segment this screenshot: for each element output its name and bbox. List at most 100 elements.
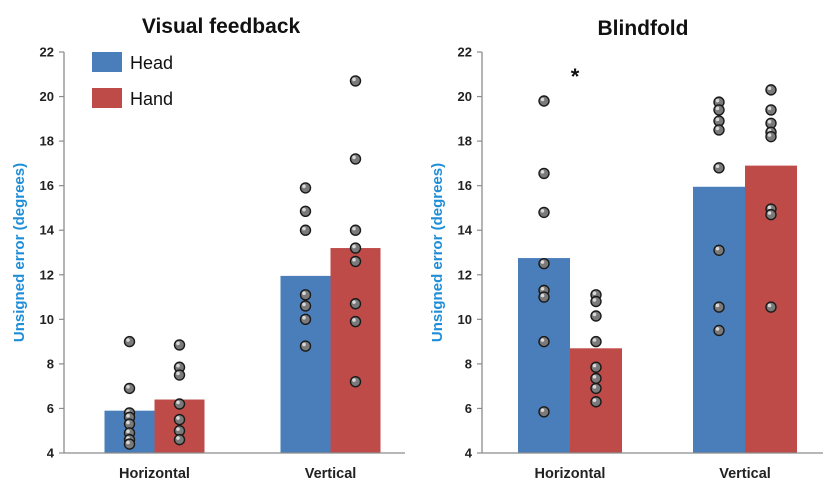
y-tick-label: 18 — [458, 134, 472, 149]
data-point-highlight — [352, 226, 356, 231]
data-point-highlight — [352, 318, 356, 322]
x-tick-label: Horizontal — [119, 466, 190, 482]
data-point-highlight — [767, 211, 772, 215]
data-point-hand-vertical — [349, 153, 362, 165]
data-point-hand-horizontal — [173, 398, 186, 410]
data-point-head-vertical — [713, 324, 725, 337]
data-point-hand-horizontal — [590, 361, 602, 373]
data-point-hand-vertical — [765, 104, 777, 116]
data-point-highlight — [592, 384, 597, 389]
chart-panel-2: Blindfold Unsigned error (degrees) 4 6 8 10 12… — [429, 17, 823, 482]
data-point-hand-vertical — [349, 242, 362, 254]
data-point-head-horizontal — [538, 406, 550, 418]
y-tick-label: 8 — [465, 356, 472, 371]
data-point-highlight — [592, 374, 597, 379]
data-point-head-vertical — [299, 340, 312, 352]
data-point-hand-horizontal — [173, 413, 186, 426]
data-point-hand-vertical — [765, 208, 777, 221]
x-tick-label: Vertical — [719, 466, 771, 482]
data-point-hand-vertical — [349, 224, 362, 236]
y-tick-label: 8 — [47, 356, 54, 371]
data-point-highlight — [176, 427, 180, 431]
data-point-highlight — [126, 440, 130, 445]
data-point-head-vertical — [299, 205, 312, 217]
legend-swatch-head — [92, 52, 122, 72]
y-tick-label: 14 — [458, 223, 473, 238]
data-point-head-horizontal — [538, 335, 550, 348]
data-point-highlight — [126, 429, 130, 434]
data-point-highlight — [302, 302, 306, 307]
data-point-highlight — [540, 338, 545, 342]
data-point-highlight — [126, 413, 130, 418]
y-axis-label: Unsigned error (degrees) — [429, 163, 446, 342]
legend: Head Hand — [92, 52, 173, 109]
data-point-highlight — [592, 312, 597, 317]
data-point-head-vertical — [713, 124, 725, 136]
y-tick-label: 10 — [40, 312, 54, 327]
data-point-highlight — [540, 286, 545, 291]
data-point-head-vertical — [299, 313, 312, 326]
data-point-hand-horizontal — [173, 339, 186, 351]
data-point-highlight — [126, 384, 130, 389]
legend-label: Hand — [130, 89, 173, 109]
data-point-head-horizontal — [538, 95, 550, 107]
y-tick-label: 4 — [465, 446, 473, 461]
y-tick-label: 10 — [458, 312, 472, 327]
data-point-head-horizontal — [123, 335, 136, 348]
data-point-highlight — [302, 342, 306, 347]
data-point-head-vertical — [713, 244, 725, 256]
data-point-highlight — [176, 341, 180, 346]
data-point-hand-vertical — [765, 84, 777, 96]
data-point-highlight — [352, 258, 356, 262]
data-point-highlight — [540, 97, 545, 102]
data-point-highlight — [176, 436, 180, 440]
data-point-highlight — [540, 293, 545, 298]
data-point-highlight — [767, 205, 772, 210]
data-point-highlight — [715, 126, 720, 131]
data-point-highlight — [767, 133, 772, 137]
data-point-head-vertical — [713, 104, 725, 116]
data-point-hand-vertical — [349, 75, 362, 87]
x-tick-label: Horizontal — [535, 466, 606, 482]
chart-panel-1: Visual feedback Unsigned error (degrees) 4… — [11, 15, 405, 482]
data-point-highlight — [352, 244, 356, 249]
y-tick-label: 22 — [40, 45, 54, 60]
y-tick-label: 6 — [47, 401, 54, 416]
data-point-hand-vertical — [349, 255, 362, 268]
y-tick-label: 20 — [40, 89, 54, 104]
data-point-hand-vertical — [765, 130, 777, 143]
data-point-hand-horizontal — [590, 310, 602, 322]
data-point-hand-vertical — [349, 376, 362, 388]
y-axis-label: Unsigned error (degrees) — [11, 163, 28, 342]
data-point-highlight — [176, 363, 180, 368]
data-point-highlight — [352, 300, 356, 304]
data-point-head-horizontal — [538, 206, 550, 219]
y-tick-label: 16 — [40, 178, 54, 193]
data-point-highlight — [715, 327, 720, 331]
data-point-highlight — [176, 371, 180, 376]
data-point-hand-vertical — [349, 315, 362, 328]
data-point-highlight — [302, 291, 306, 296]
data-point-highlight — [176, 416, 180, 420]
data-point-highlight — [715, 303, 720, 308]
data-point-highlight — [302, 226, 306, 231]
data-point-highlight — [176, 400, 180, 405]
data-point-highlight — [592, 363, 597, 368]
data-point-hand-horizontal — [173, 433, 186, 446]
data-point-hand-vertical — [765, 301, 777, 313]
data-point-head-vertical — [299, 224, 312, 236]
data-point-head-horizontal — [123, 438, 136, 450]
data-point-highlight — [592, 338, 597, 342]
data-point-head-vertical — [713, 162, 725, 174]
data-point-highlight — [302, 184, 306, 189]
data-point-highlight — [767, 106, 772, 111]
data-point-hand-horizontal — [590, 372, 602, 385]
data-point-highlight — [715, 98, 720, 103]
y-tick-label: 16 — [458, 178, 472, 193]
y-tick-label: 4 — [47, 446, 55, 461]
data-point-head-horizontal — [538, 167, 550, 180]
data-point-highlight — [715, 117, 720, 122]
chart-title: Visual feedback — [142, 15, 301, 38]
